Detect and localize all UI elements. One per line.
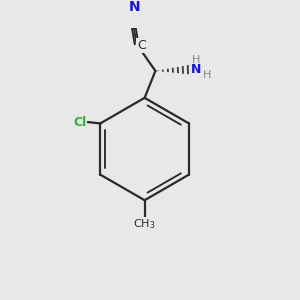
Text: H: H xyxy=(192,55,200,65)
Text: C: C xyxy=(137,39,146,52)
Text: N: N xyxy=(190,63,201,76)
Text: H: H xyxy=(202,70,211,80)
Text: N: N xyxy=(129,0,140,14)
Text: CH$_3$: CH$_3$ xyxy=(134,218,156,231)
Text: Cl: Cl xyxy=(74,116,87,129)
